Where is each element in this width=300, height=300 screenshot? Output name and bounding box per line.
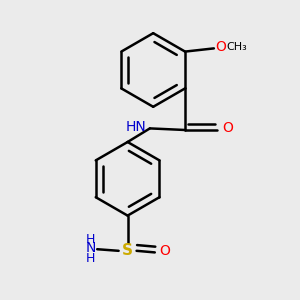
Text: O: O bbox=[160, 244, 170, 258]
Text: H: H bbox=[86, 233, 96, 246]
Text: HN: HN bbox=[125, 120, 146, 134]
Text: N: N bbox=[85, 241, 96, 255]
Text: S: S bbox=[122, 243, 133, 258]
Text: CH₃: CH₃ bbox=[226, 42, 247, 52]
Text: O: O bbox=[222, 122, 233, 135]
Text: O: O bbox=[215, 40, 226, 54]
Text: H: H bbox=[86, 252, 96, 265]
